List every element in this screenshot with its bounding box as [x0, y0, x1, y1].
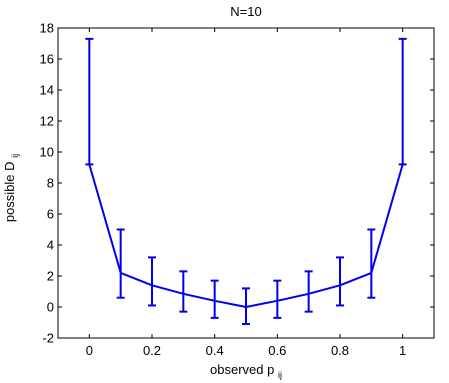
error-bar [398, 37, 407, 166]
y-tick-label: 10 [40, 145, 54, 160]
error-bar [179, 270, 188, 313]
x-tick-label: 0.8 [331, 343, 349, 358]
error-bar [242, 287, 250, 326]
x-tick-label: 0.2 [143, 343, 161, 358]
y-tick-label: 8 [47, 176, 54, 191]
x-axis-title-sub: ij [278, 370, 282, 380]
x-axis-title: observed p ij [210, 362, 282, 380]
x-tick-label: 1 [399, 343, 406, 358]
y-tick-label: 0 [47, 300, 54, 315]
y-tick-label: 16 [40, 52, 54, 67]
error-bar [336, 256, 344, 307]
y-axis-title-main: possible D [2, 161, 17, 222]
error-bar [148, 256, 156, 307]
error-bar [273, 279, 282, 319]
y-tick-label: 14 [40, 83, 54, 98]
y-tick-label: 2 [47, 269, 54, 284]
x-tick-label: 0 [86, 343, 93, 358]
axis-ticks: 0 0.2 0.4 0.6 0.8 1 -2 0 2 4 6 8 10 12 14 16 18 [40, 21, 434, 358]
x-tick-label: 0.6 [268, 343, 286, 358]
plot-area [85, 37, 407, 326]
x-tick-label: 0.4 [206, 343, 224, 358]
x-axis-title-main: observed p [210, 362, 274, 377]
error-bar [85, 37, 94, 166]
error-bar [210, 279, 219, 319]
chart-title: N=10 [230, 4, 261, 19]
y-axis-title-sub: ij [10, 154, 20, 158]
y-tick-label: 12 [40, 114, 54, 129]
y-tick-label: 18 [40, 21, 54, 36]
series-line [88, 164, 404, 308]
y-axis-title: possible D ij [2, 154, 20, 222]
error-bar [116, 228, 125, 299]
y-tick-label: 6 [47, 207, 54, 222]
y-tick-label: 4 [47, 238, 54, 253]
y-tick-label: -2 [42, 331, 54, 346]
error-bar [304, 270, 313, 313]
error-bar [367, 228, 376, 299]
